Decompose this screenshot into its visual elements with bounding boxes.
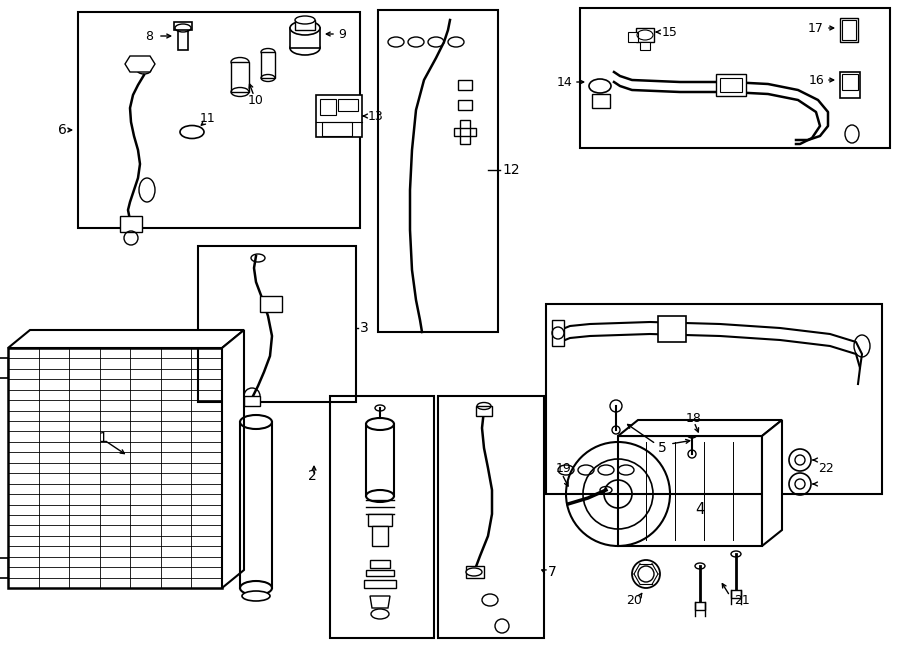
Bar bbox=[458, 80, 472, 90]
Bar bbox=[260, 296, 282, 312]
Bar bbox=[454, 128, 476, 136]
Text: 20: 20 bbox=[626, 594, 642, 607]
Polygon shape bbox=[0, 358, 8, 378]
Bar bbox=[120, 216, 142, 232]
Bar bbox=[842, 74, 858, 90]
Polygon shape bbox=[222, 330, 244, 588]
Bar bbox=[290, 28, 320, 48]
Ellipse shape bbox=[290, 21, 320, 35]
Ellipse shape bbox=[371, 609, 389, 619]
Bar bbox=[716, 74, 746, 96]
Bar bbox=[592, 94, 610, 108]
Bar bbox=[330, 396, 434, 638]
Ellipse shape bbox=[295, 16, 315, 24]
Bar bbox=[372, 526, 388, 546]
Bar bbox=[320, 99, 336, 115]
Text: 3: 3 bbox=[360, 321, 369, 335]
Bar bbox=[628, 32, 638, 42]
Text: 8: 8 bbox=[145, 30, 153, 42]
Ellipse shape bbox=[466, 568, 482, 576]
Bar bbox=[378, 10, 498, 332]
Bar bbox=[580, 8, 890, 148]
Bar bbox=[840, 72, 860, 98]
Bar bbox=[842, 20, 856, 40]
Ellipse shape bbox=[242, 591, 270, 601]
Bar bbox=[174, 22, 192, 30]
Bar bbox=[720, 78, 742, 92]
Text: 9: 9 bbox=[338, 28, 346, 40]
Text: 17: 17 bbox=[808, 22, 824, 34]
Bar bbox=[731, 590, 741, 598]
Text: 16: 16 bbox=[808, 73, 824, 87]
Bar bbox=[231, 62, 249, 92]
Bar bbox=[640, 42, 650, 50]
Bar bbox=[546, 304, 882, 494]
Bar bbox=[178, 28, 188, 50]
Bar bbox=[466, 566, 484, 578]
Bar bbox=[438, 396, 544, 638]
Bar bbox=[476, 406, 492, 416]
Bar bbox=[78, 12, 360, 228]
Bar bbox=[370, 560, 390, 568]
Text: 5: 5 bbox=[658, 441, 667, 455]
Text: 11: 11 bbox=[200, 112, 216, 124]
Bar bbox=[552, 320, 564, 346]
Bar bbox=[261, 52, 275, 78]
Bar bbox=[460, 120, 470, 144]
Text: 6: 6 bbox=[58, 123, 67, 137]
Text: 2: 2 bbox=[308, 469, 317, 483]
Bar bbox=[840, 18, 858, 42]
Bar bbox=[338, 99, 358, 111]
Text: 7: 7 bbox=[548, 565, 557, 579]
Bar bbox=[198, 246, 356, 402]
Bar bbox=[366, 570, 394, 576]
Bar bbox=[244, 396, 260, 406]
Bar bbox=[295, 20, 315, 30]
Bar bbox=[636, 28, 654, 42]
Polygon shape bbox=[0, 558, 8, 578]
Text: 12: 12 bbox=[502, 163, 519, 177]
Bar bbox=[695, 602, 705, 610]
Text: 13: 13 bbox=[368, 110, 383, 122]
Bar bbox=[322, 122, 352, 136]
Polygon shape bbox=[370, 596, 390, 608]
Text: 10: 10 bbox=[248, 93, 264, 106]
Bar bbox=[618, 436, 762, 546]
Bar bbox=[8, 348, 222, 588]
Bar bbox=[316, 95, 362, 137]
Text: 14: 14 bbox=[556, 75, 572, 89]
Text: 15: 15 bbox=[662, 26, 678, 38]
Bar bbox=[368, 514, 392, 526]
Text: 22: 22 bbox=[818, 461, 833, 475]
Bar bbox=[364, 580, 396, 588]
Text: 18: 18 bbox=[686, 412, 702, 424]
Text: 21: 21 bbox=[734, 594, 750, 607]
Polygon shape bbox=[762, 420, 782, 546]
Text: 1: 1 bbox=[98, 431, 107, 445]
Polygon shape bbox=[618, 420, 782, 436]
Text: 4: 4 bbox=[695, 502, 705, 518]
Bar bbox=[458, 100, 472, 110]
Polygon shape bbox=[125, 56, 155, 72]
Text: 19: 19 bbox=[556, 461, 572, 475]
Bar bbox=[658, 316, 686, 342]
Polygon shape bbox=[8, 330, 244, 348]
